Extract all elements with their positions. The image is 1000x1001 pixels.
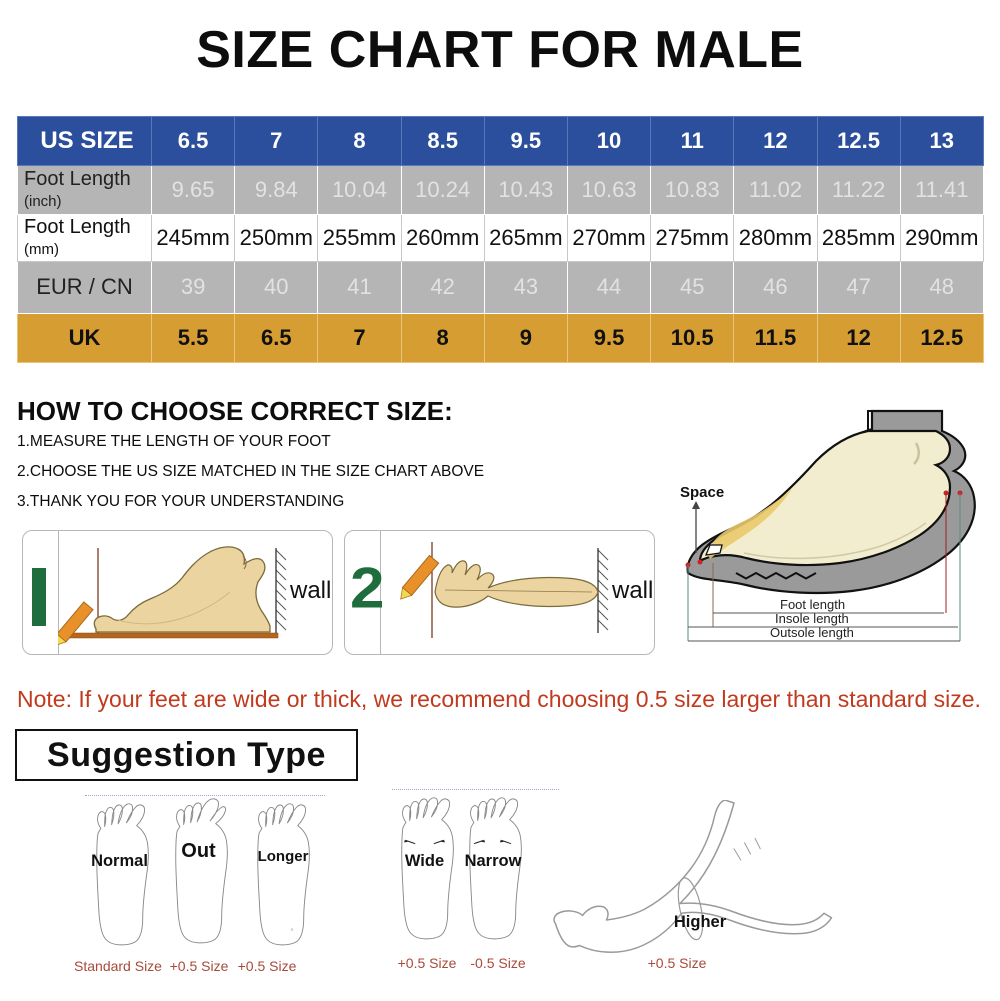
- svg-text:wall: wall: [611, 577, 653, 604]
- svg-text:Foot length: Foot length: [780, 597, 845, 612]
- svg-text:Outsole length: Outsole length: [770, 625, 854, 640]
- svg-text:Insole length: Insole length: [775, 611, 849, 626]
- svg-text:wall: wall: [289, 577, 331, 604]
- svg-text:Space: Space: [680, 484, 724, 501]
